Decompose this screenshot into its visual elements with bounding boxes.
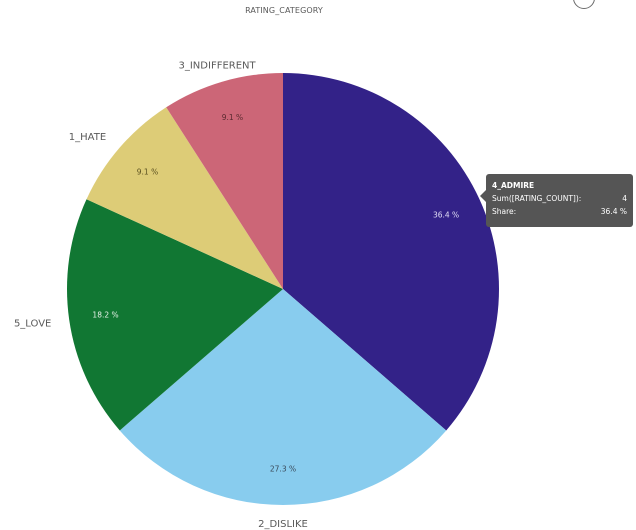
tooltip-title: 4_ADMIRE	[492, 181, 535, 190]
tooltip: 4_ADMIRE Sum([RATING_COUNT]): 4 Share: 3…	[480, 174, 633, 227]
slice-value-label: 9.1 %	[222, 113, 243, 122]
tooltip-row-share: Share: 36.4 %	[492, 207, 627, 216]
tooltip-row-label: Share:	[492, 207, 517, 216]
slice-value-label: 9.1 %	[137, 168, 158, 177]
tooltip-row-value: 36.4 %	[600, 207, 627, 216]
slice-value-label: 36.4 %	[433, 211, 459, 220]
slice-value-label: 27.3 %	[270, 464, 296, 473]
tooltip-row-label: Sum([RATING_COUNT]):	[492, 194, 582, 203]
chart-title: RATING_CATEGORY	[245, 6, 323, 15]
tooltip-row-sum: Sum([RATING_COUNT]): 4	[492, 194, 627, 203]
tooltip-row-value: 4	[622, 194, 627, 203]
pie-slice-3-indifferent[interactable]	[166, 73, 283, 289]
pie-slice-2-dislike[interactable]	[119, 289, 447, 506]
pie-slice-5-love[interactable]	[66, 199, 283, 431]
slice-value-label: 18.2 %	[92, 311, 118, 320]
pie-slice-1-hate[interactable]	[86, 107, 283, 289]
slice-category-label: 5_LOVE	[14, 318, 51, 329]
slice-category-label: 3_INDIFFERENT	[179, 60, 257, 71]
slice-category-label: 1_HATE	[69, 132, 106, 143]
pie-slice-4-admire[interactable]	[283, 73, 500, 431]
slice-category-label: 2_DISLIKE	[258, 519, 308, 530]
